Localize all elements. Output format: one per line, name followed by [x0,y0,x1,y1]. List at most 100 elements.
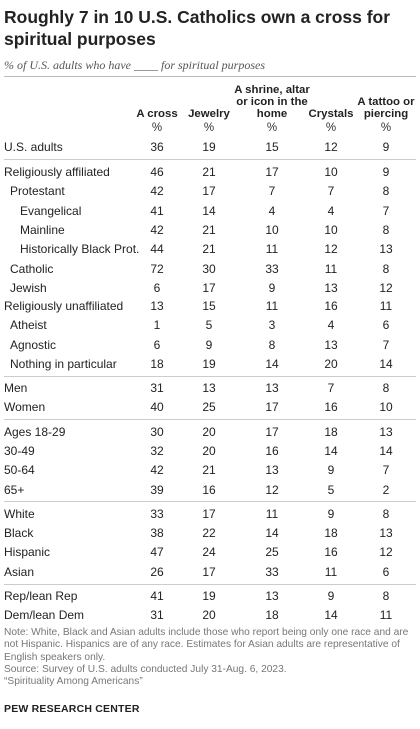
cell-value: 33 [265,262,279,276]
row-label: Catholic [10,262,54,276]
cell-value: 41 [150,204,164,218]
row-label: Hispanic [4,545,51,559]
row-label: Jewish [10,281,47,295]
row-label: Agnostic [10,338,57,352]
cell-value: 13 [379,425,393,439]
cell-value: 12 [324,242,338,256]
source-text: Source: Survey of U.S. adults conducted … [4,663,287,675]
row-label: Protestant [10,184,65,198]
cell-value: 11 [324,565,338,579]
cell-value: 8 [382,589,390,603]
cell-value: 5 [205,318,213,332]
column-header: A shrine, altar or icon in the home [234,84,310,120]
cell-value: 11 [265,507,279,521]
row-label: Religiously unaffiliated [4,299,124,313]
cell-value: 32 [150,444,164,458]
cell-value: 13 [379,242,393,256]
unit-label: % [380,122,392,134]
cell-value: 25 [202,400,216,414]
note-text: Note: White, Black and Asian adults incl… [4,627,409,663]
row-label: Women [4,400,46,414]
cell-value: 21 [202,165,216,179]
table-row: Religiously unaffiliated 13 15 11 16 11 [0,299,420,317]
cell-value: 21 [202,242,216,256]
row-divider [4,419,416,420]
cell-value: 25 [265,545,279,559]
cell-value: 13 [265,463,279,477]
cell-value: 10 [265,223,279,237]
cell-value: 38 [150,526,164,540]
cell-value: 1 [153,318,161,332]
cell-value: 44 [150,242,164,256]
cell-value: 7 [382,204,390,218]
row-label: Asian [4,565,35,579]
cell-value: 19 [202,140,216,154]
row-label: Mainline [20,223,65,237]
row-label: U.S. adults [4,140,63,154]
row-divider [4,584,416,585]
row-label: 30-49 [4,444,35,458]
cell-value: 6 [153,338,161,352]
cell-value: 41 [150,589,164,603]
cell-value: 16 [202,483,216,497]
cell-value: 10 [379,400,393,414]
cell-value: 9 [327,589,335,603]
cell-value: 16 [324,299,338,313]
cell-value: 17 [265,165,279,179]
cell-value: 7 [382,463,390,477]
table-row: Mainline 42 21 10 10 8 [0,223,420,241]
row-label: Evangelical [20,204,82,218]
cell-value: 21 [202,463,216,477]
cell-value: 8 [382,262,390,276]
cell-value: 15 [202,299,216,313]
cell-value: 33 [150,507,164,521]
cell-value: 19 [202,357,216,371]
cell-value: 13 [324,281,338,295]
cell-value: 6 [382,565,390,579]
row-label: Black [4,526,34,540]
row-divider [4,376,416,377]
cell-value: 9 [327,463,335,477]
cell-value: 8 [382,381,390,395]
cell-value: 5 [327,483,335,497]
cell-value: 7 [327,184,335,198]
cell-value: 4 [327,204,335,218]
cell-value: 2 [382,483,390,497]
cell-value: 16 [324,400,338,414]
row-divider [4,159,416,160]
row-divider [4,501,416,502]
table-row: 50-64 42 21 13 9 7 [0,463,420,481]
cell-value: 18 [324,425,338,439]
cell-value: 6 [153,281,161,295]
cell-value: 36 [150,140,164,154]
cell-value: 11 [265,299,279,313]
row-label: Rep/lean Rep [4,589,78,603]
cell-value: 31 [150,381,164,395]
cell-value: 22 [202,526,216,540]
cell-value: 9 [268,281,276,295]
cell-value: 10 [324,165,338,179]
table-row: White 33 17 11 9 8 [0,507,420,525]
column-header: Crystals [308,108,354,120]
row-label: Nothing in particular [10,357,117,371]
table-row: Agnostic 6 9 8 13 7 [0,338,420,356]
table-row: Rep/lean Rep 41 19 13 9 8 [0,589,420,607]
cell-value: 13 [265,589,279,603]
brand-footer: PEW RESEARCH CENTER [4,703,140,715]
cell-value: 7 [268,184,276,198]
cell-value: 18 [265,608,279,622]
row-label: Ages 18-29 [4,425,66,439]
chart-title: Roughly 7 in 10 U.S. Catholics own a cro… [4,7,391,49]
cell-value: 33 [265,565,279,579]
cell-value: 20 [202,444,216,458]
cell-value: 13 [379,526,393,540]
cell-value: 15 [265,140,279,154]
cell-value: 9 [205,338,213,352]
cell-value: 9 [382,165,390,179]
notes-block: Note: White, Black and Asian adults incl… [4,627,416,688]
cell-value: 31 [150,608,164,622]
row-label: Historically Black Prot. [20,242,140,256]
header-rule [4,76,416,77]
cell-value: 16 [324,545,338,559]
table-row: Atheist 1 5 3 4 6 [0,318,420,336]
